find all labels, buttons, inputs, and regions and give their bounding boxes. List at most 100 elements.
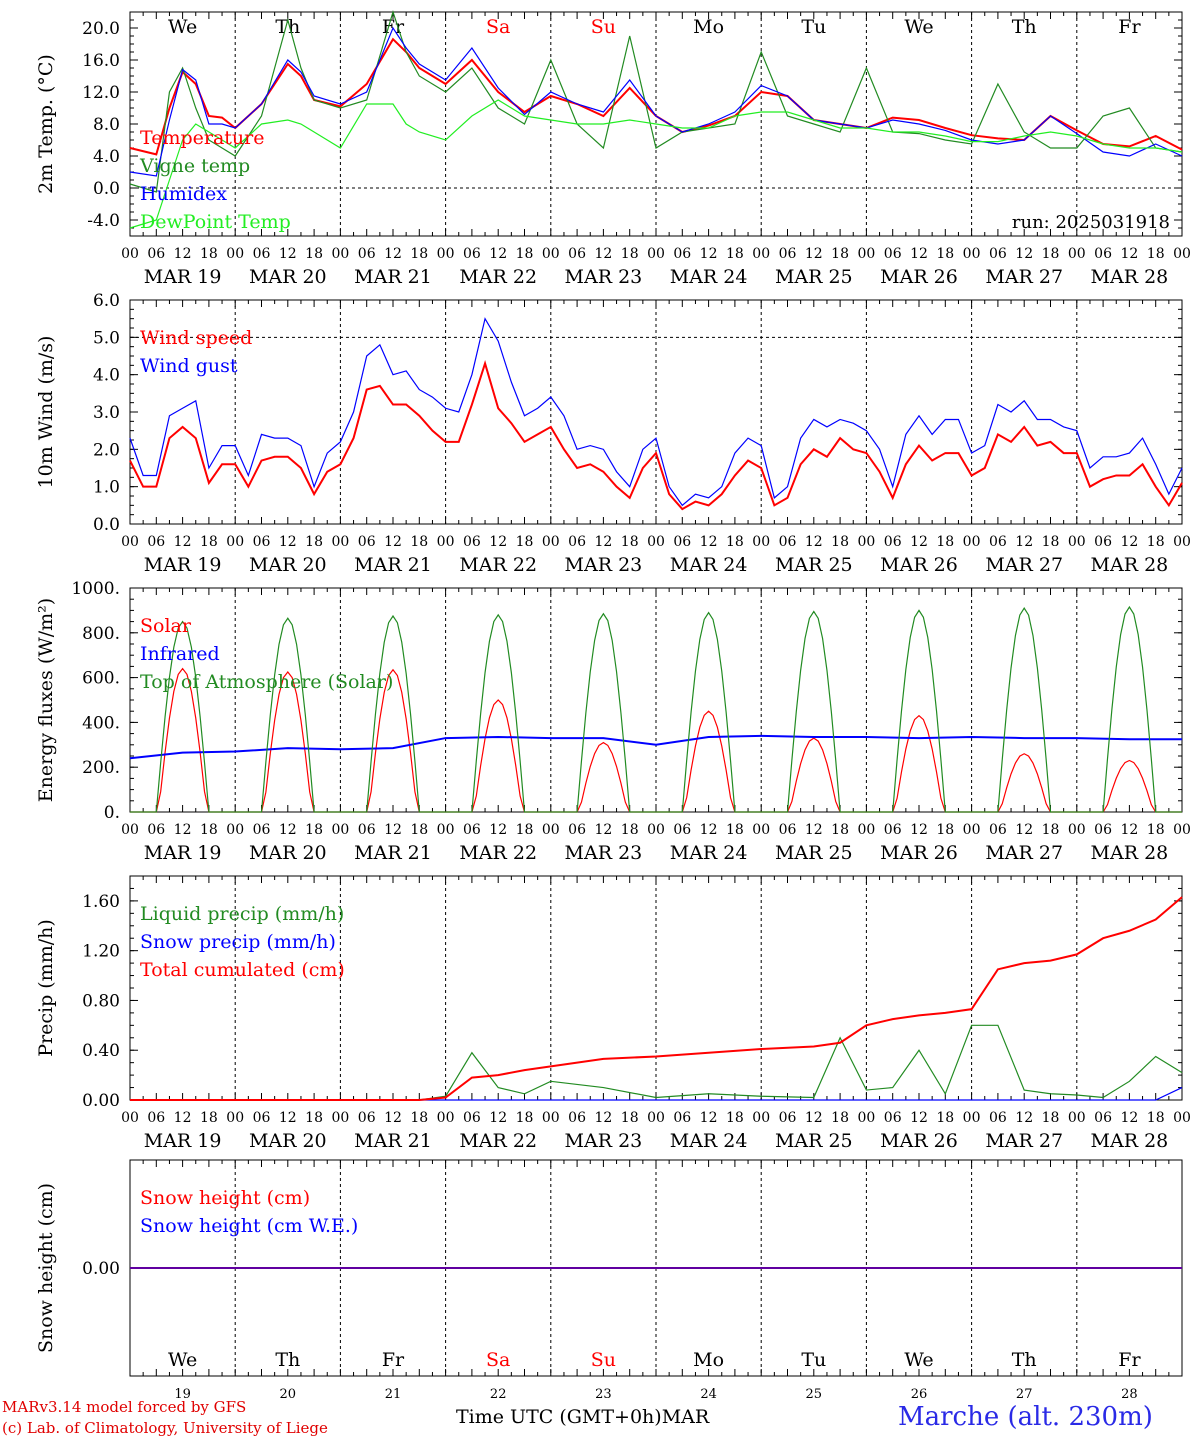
hour-label: 06 bbox=[884, 534, 902, 550]
hour-label: 18 bbox=[200, 246, 218, 262]
hour-label: 18 bbox=[410, 822, 428, 838]
legend-entry: Temperature bbox=[140, 127, 264, 149]
y-tick-label: 16.0 bbox=[82, 51, 120, 71]
y-tick-label: 1.60 bbox=[82, 892, 120, 912]
station-name: Marche (alt. 230m) bbox=[898, 1402, 1153, 1432]
hour-label: 18 bbox=[305, 1110, 323, 1126]
hour-label: 00 bbox=[331, 246, 349, 262]
hour-label: 00 bbox=[752, 822, 770, 838]
date-label: MAR 28 bbox=[1091, 266, 1169, 288]
hour-label: 00 bbox=[1068, 534, 1086, 550]
date-label: MAR 23 bbox=[565, 1130, 643, 1152]
hour-label: 06 bbox=[147, 246, 165, 262]
hour-label: 06 bbox=[779, 246, 797, 262]
hour-label: 18 bbox=[1147, 822, 1165, 838]
hour-label: 12 bbox=[1120, 1110, 1138, 1126]
hour-label: 12 bbox=[700, 1110, 718, 1126]
hour-label: 12 bbox=[700, 534, 718, 550]
date-label: MAR 20 bbox=[249, 842, 327, 864]
hour-label: 00 bbox=[857, 534, 875, 550]
hour-label: 06 bbox=[253, 534, 271, 550]
day-number: 28 bbox=[1121, 1387, 1138, 1402]
y-tick-label: 2.0 bbox=[93, 440, 120, 460]
hour-label: 00 bbox=[1173, 246, 1191, 262]
hour-label: 00 bbox=[542, 534, 560, 550]
hour-label: 00 bbox=[226, 822, 244, 838]
day-number: 23 bbox=[595, 1387, 612, 1402]
date-label: MAR 25 bbox=[775, 266, 853, 288]
y-tick-label: 12.0 bbox=[82, 83, 120, 103]
hour-label: 00 bbox=[963, 822, 981, 838]
date-label: MAR 28 bbox=[1091, 1130, 1169, 1152]
date-label: MAR 20 bbox=[249, 554, 327, 576]
day-number: 21 bbox=[385, 1387, 402, 1402]
date-label: MAR 21 bbox=[354, 842, 432, 864]
hour-label: 06 bbox=[989, 822, 1007, 838]
hour-label: 18 bbox=[410, 1110, 428, 1126]
y-tick-label: 8.0 bbox=[93, 115, 120, 135]
day-label-top: Tu bbox=[801, 16, 826, 38]
hour-label: 00 bbox=[226, 534, 244, 550]
day-number: 20 bbox=[280, 1387, 297, 1402]
hour-label: 00 bbox=[963, 534, 981, 550]
y-tick-label: 0.40 bbox=[82, 1041, 120, 1061]
hour-label: 12 bbox=[279, 246, 297, 262]
hour-label: 06 bbox=[358, 534, 376, 550]
hour-label: 00 bbox=[226, 1110, 244, 1126]
date-label: MAR 22 bbox=[459, 266, 537, 288]
hour-label: 12 bbox=[1015, 246, 1033, 262]
series-line bbox=[130, 605, 1182, 813]
hour-label: 00 bbox=[437, 246, 455, 262]
hour-label: 00 bbox=[121, 822, 139, 838]
day-number: 19 bbox=[174, 1387, 191, 1402]
y-axis-label: 2m Temp. (°C) bbox=[35, 54, 57, 194]
hour-label: 18 bbox=[831, 822, 849, 838]
hour-label: 12 bbox=[805, 534, 823, 550]
hour-label: 06 bbox=[673, 534, 691, 550]
hour-label: 18 bbox=[410, 534, 428, 550]
hour-label: 06 bbox=[779, 534, 797, 550]
legend-entry: DewPoint Temp bbox=[140, 211, 291, 233]
y-tick-label: 1000. bbox=[71, 579, 120, 599]
hour-label: 00 bbox=[647, 1110, 665, 1126]
hour-label: 18 bbox=[621, 1110, 639, 1126]
series-line bbox=[129, 734, 1182, 760]
hour-label: 06 bbox=[779, 822, 797, 838]
date-label: MAR 26 bbox=[880, 554, 958, 576]
hour-label: 06 bbox=[568, 822, 586, 838]
y-tick-label: 3.0 bbox=[93, 403, 120, 423]
hour-label: 12 bbox=[1015, 534, 1033, 550]
y-tick-label: 4.0 bbox=[93, 366, 120, 386]
date-label: MAR 26 bbox=[880, 266, 958, 288]
hour-label: 00 bbox=[752, 246, 770, 262]
series-line bbox=[129, 317, 1183, 507]
hour-label: 18 bbox=[1147, 1110, 1165, 1126]
y-tick-label: 400. bbox=[82, 713, 120, 733]
legend-entry: Solar bbox=[140, 615, 192, 637]
hour-label: 18 bbox=[200, 534, 218, 550]
hour-label: 06 bbox=[1094, 822, 1112, 838]
day-number: 24 bbox=[700, 1387, 717, 1402]
hour-label: 18 bbox=[831, 534, 849, 550]
date-label: MAR 23 bbox=[565, 266, 643, 288]
date-label: MAR 22 bbox=[459, 554, 537, 576]
hour-label: 12 bbox=[594, 822, 612, 838]
hour-label: 18 bbox=[831, 246, 849, 262]
y-tick-label: 1.0 bbox=[93, 478, 120, 498]
day-label-bottom: Su bbox=[591, 1349, 616, 1371]
hour-label: 12 bbox=[700, 246, 718, 262]
hour-label: 00 bbox=[1173, 534, 1191, 550]
hour-label: 06 bbox=[1094, 534, 1112, 550]
credit-line-2: (c) Lab. of Climatology, University of L… bbox=[2, 1419, 328, 1437]
date-label: MAR 24 bbox=[670, 1130, 748, 1152]
y-tick-label: 0.0 bbox=[93, 179, 120, 199]
hour-label: 18 bbox=[516, 534, 534, 550]
legend-entry: Humidex bbox=[140, 183, 227, 205]
hour-label: 00 bbox=[857, 246, 875, 262]
hour-label: 12 bbox=[805, 1110, 823, 1126]
hour-label: 06 bbox=[568, 534, 586, 550]
day-number: 22 bbox=[490, 1387, 507, 1402]
hour-label: 06 bbox=[463, 1110, 481, 1126]
hour-label: 00 bbox=[1173, 1110, 1191, 1126]
